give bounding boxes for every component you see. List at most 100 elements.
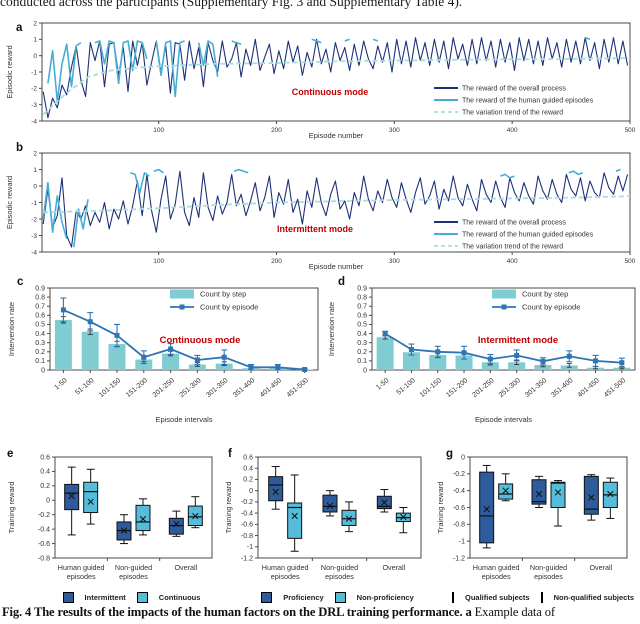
svg-text:-0.6: -0.6 (453, 505, 465, 512)
svg-text:-1.2: -1.2 (453, 555, 465, 562)
top-text-clip: conducted across the participants (Suppl… (0, 0, 640, 11)
legend-swatch-box_dark (451, 592, 454, 603)
svg-text:200: 200 (271, 258, 282, 265)
svg-text:-0.8: -0.8 (241, 533, 253, 540)
svg-text:0.1: 0.1 (357, 358, 367, 365)
svg-text:-0.4: -0.4 (453, 488, 465, 495)
svg-text:The variation trend of the rew: The variation trend of the reward (462, 243, 563, 250)
svg-text:100: 100 (153, 127, 164, 134)
svg-text:101-150: 101-150 (419, 377, 443, 399)
svg-text:0.7: 0.7 (35, 304, 45, 311)
svg-text:0.4: 0.4 (35, 331, 45, 338)
svg-text:-2: -2 (31, 216, 37, 223)
svg-text:51-100: 51-100 (396, 377, 417, 396)
svg-text:251-300: 251-300 (178, 377, 202, 399)
svg-text:0: 0 (461, 454, 465, 461)
svg-text:episodes: episodes (271, 572, 300, 581)
svg-text:Episodic reward: Episodic reward (5, 176, 14, 229)
svg-text:0.8: 0.8 (357, 294, 367, 301)
svg-text:400: 400 (507, 258, 518, 265)
svg-text:-3: -3 (31, 233, 37, 240)
svg-text:0.5: 0.5 (35, 322, 45, 329)
svg-text:0.6: 0.6 (243, 454, 253, 461)
svg-text:0.6: 0.6 (35, 313, 45, 320)
svg-text:Human guided: Human guided (58, 563, 105, 572)
svg-text:0.9: 0.9 (35, 285, 45, 292)
svg-text:0.4: 0.4 (40, 469, 50, 476)
legend-label: Continuous (158, 593, 201, 602)
svg-text:101-150: 101-150 (98, 377, 122, 399)
svg-text:-1: -1 (247, 544, 253, 551)
panel-f-legend: Proficiency Non-proficiency (258, 592, 421, 603)
svg-text:Training reward: Training reward (437, 482, 445, 534)
svg-text:400: 400 (507, 127, 518, 134)
svg-text:Intermittent mode: Intermittent mode (478, 335, 558, 346)
svg-text:0.3: 0.3 (357, 340, 367, 347)
svg-text:The reward of the overall proc: The reward of the overall process (462, 219, 566, 226)
svg-text:Continuous mode: Continuous mode (292, 87, 369, 97)
svg-text:201-250: 201-250 (152, 377, 176, 399)
svg-text:300: 300 (389, 127, 400, 134)
legend-label: Non-proficiency (356, 593, 414, 602)
svg-text:-2: -2 (31, 86, 37, 93)
svg-text:1-50: 1-50 (375, 377, 390, 391)
svg-text:351-400: 351-400 (550, 377, 574, 399)
svg-text:-0.8: -0.8 (38, 555, 50, 562)
legend-swatch-box_dark (261, 592, 273, 603)
body-text-fragment: conducted across the participants (Suppl… (0, 0, 463, 9)
panel-g-legend: Qualified subjects Non-qualified subjects (451, 592, 635, 603)
svg-text:The reward of the overall proc: The reward of the overall process (462, 85, 566, 92)
svg-text:Overall: Overall (589, 563, 612, 572)
panel-letter-b: b (16, 142, 24, 154)
svg-text:episodes: episodes (482, 572, 511, 581)
svg-text:-0.6: -0.6 (241, 522, 253, 529)
svg-text:episodes: episodes (325, 572, 354, 581)
svg-text:-4: -4 (31, 118, 37, 125)
legend-label: Intermittent (84, 593, 126, 602)
legend-swatch-box_light (540, 592, 543, 603)
legend-label: Qualified subjects (464, 593, 530, 602)
svg-text:0.9: 0.9 (357, 285, 367, 292)
panel-f-chart: 0.6 0.4 0.2 0 -0.2 -0.4 -0.6 -0.8 -1 -1.2 Human gu… (225, 454, 422, 581)
panel-letter-d: d (338, 276, 346, 288)
svg-text:-0.2: -0.2 (241, 499, 253, 506)
svg-text:-1: -1 (459, 538, 465, 545)
svg-text:Episodic reward: Episodic reward (5, 45, 14, 98)
svg-text:-0.4: -0.4 (241, 510, 253, 517)
svg-text:1: 1 (33, 167, 37, 174)
svg-text:Count by episode: Count by episode (200, 303, 258, 312)
svg-text:451-500: 451-500 (286, 377, 310, 399)
svg-text:-0.2: -0.2 (453, 471, 465, 478)
svg-text:200: 200 (271, 127, 282, 134)
svg-text:0: 0 (41, 367, 45, 374)
svg-text:Episode number: Episode number (309, 262, 364, 271)
svg-text:2: 2 (33, 150, 37, 157)
svg-text:The reward of the human guided: The reward of the human guided episodes (462, 231, 594, 238)
svg-text:0.2: 0.2 (35, 349, 45, 356)
svg-text:-0.8: -0.8 (453, 522, 465, 529)
svg-text:Non-guided: Non-guided (530, 563, 567, 572)
svg-text:Intermittent mode: Intermittent mode (277, 224, 353, 234)
svg-text:51-100: 51-100 (74, 377, 95, 396)
legend-label: Non-qualified subjects (553, 593, 635, 602)
panel-d-chart: 0 0.1 0.2 0.3 0.4 0.5 0.6 0.7 0.8 0.9 1-50 51-100 10… (327, 285, 636, 424)
svg-text:-1: -1 (31, 69, 37, 76)
panel-b-chart: 2 1 0 -1 -2 -3 -4 100 200 300 400 500 The reward of … (5, 150, 636, 271)
svg-text:300: 300 (389, 258, 400, 265)
svg-text:-0.4: -0.4 (38, 526, 50, 533)
svg-text:episodes: episodes (119, 572, 148, 581)
svg-text:0.2: 0.2 (243, 477, 253, 484)
panel-g-chart: 0 -0.2 -0.4 -0.6 -0.8 -1 -1.2 Human guidedepiso… (437, 454, 628, 581)
figure-caption: Fig. 4 The results of the impacts of the… (2, 605, 640, 620)
svg-text:0.4: 0.4 (243, 466, 253, 473)
svg-text:Human guided: Human guided (473, 563, 520, 572)
svg-text:0.2: 0.2 (357, 349, 367, 356)
legend-swatch-box_light (136, 592, 148, 603)
svg-text:0: 0 (46, 498, 50, 505)
svg-text:Count by episode: Count by episode (522, 303, 580, 312)
svg-text:0.6: 0.6 (40, 454, 50, 461)
svg-text:-1.2: -1.2 (241, 555, 253, 562)
svg-text:The variation trend of the rew: The variation trend of the reward (462, 109, 563, 116)
